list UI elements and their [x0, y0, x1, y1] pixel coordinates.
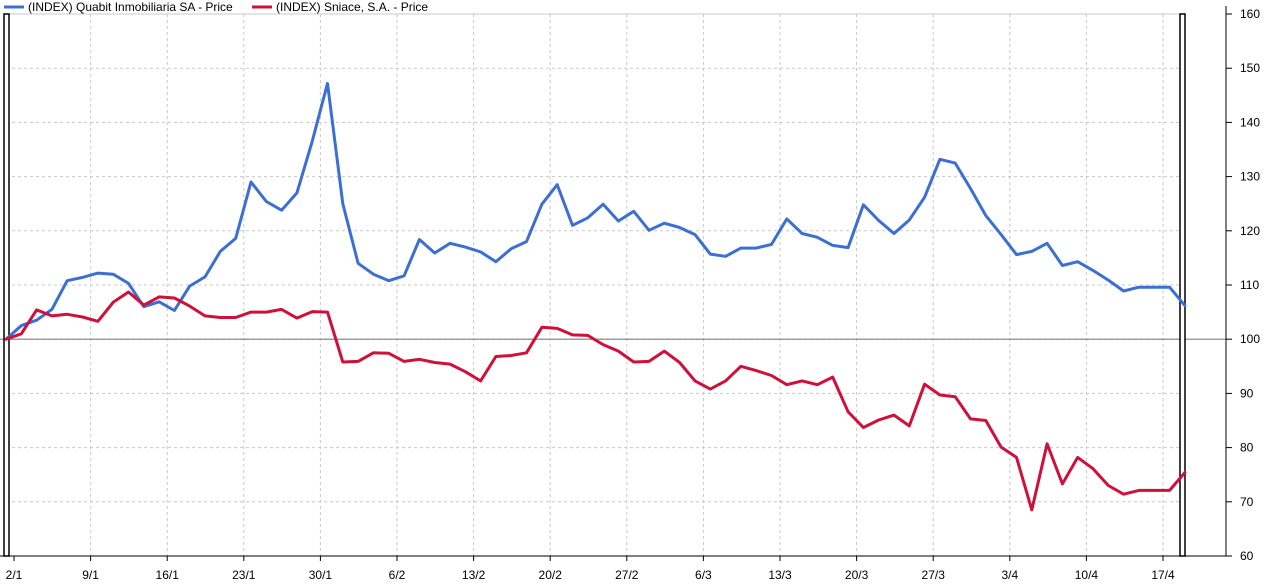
x-tick-label: 23/1	[232, 568, 256, 582]
y-tick-label: 110	[1240, 278, 1259, 292]
series-line-1[interactable]	[4, 81, 1187, 341]
y-tick-label: 120	[1240, 224, 1260, 238]
y-tick-label: 100	[1240, 332, 1260, 346]
x-tick-label: 27/2	[615, 568, 639, 582]
y-tick-label: 60	[1240, 549, 1254, 563]
x-tick-label: 6/3	[695, 568, 712, 582]
x-tick-label: 16/1	[156, 568, 180, 582]
x-axis: 2/1 9/1 16/1 23/1 30/1 6/2 13/2 20/2 27/2 6/3 13/3…	[0, 555, 1226, 582]
x-tick-label: 20/3	[845, 568, 869, 582]
y-tick-label: 90	[1240, 386, 1254, 400]
x-tick-label: 3/4	[1001, 568, 1018, 582]
grid	[6, 14, 1182, 556]
x-tick-label: 30/1	[309, 568, 333, 582]
x-tick-label: 9/1	[82, 568, 99, 582]
legend-item-series-1[interactable]: (INDEX) Quabit Inmobiliaria SA - Price	[4, 0, 233, 14]
legend: (INDEX) Quabit Inmobiliaria SA - Price (…	[4, 0, 428, 14]
y-tick-label: 160	[1240, 7, 1260, 21]
y-tick-label: 150	[1240, 61, 1260, 75]
legend-label-1: (INDEX) Quabit Inmobiliaria SA - Price	[28, 0, 233, 14]
legend-item-series-2[interactable]: (INDEX) Sniace, S.A. - Price	[252, 0, 428, 14]
y-tick-label: 130	[1240, 170, 1260, 184]
series-lines	[4, 81, 1187, 512]
x-tick-label: 13/2	[462, 568, 486, 582]
x-tick-label: 2/1	[6, 568, 23, 582]
x-tick-label: 17/4	[1151, 568, 1175, 582]
series-line-2[interactable]	[4, 290, 1187, 512]
y-axis: 60 70 80 90 100 110 120 130 140 150 160	[1225, 6, 1260, 563]
range-start-marker[interactable]	[3, 13, 10, 557]
y-tick-label: 80	[1240, 441, 1254, 455]
x-tick-label: 20/2	[539, 568, 563, 582]
y-tick-label: 70	[1240, 495, 1254, 509]
x-tick-label: 13/3	[768, 568, 792, 582]
y-tick-label: 140	[1240, 115, 1260, 129]
x-tick-label: 27/3	[922, 568, 946, 582]
x-tick-label: 6/2	[389, 568, 406, 582]
x-tick-label: 10/4	[1075, 568, 1099, 582]
legend-label-2: (INDEX) Sniace, S.A. - Price	[276, 0, 428, 14]
